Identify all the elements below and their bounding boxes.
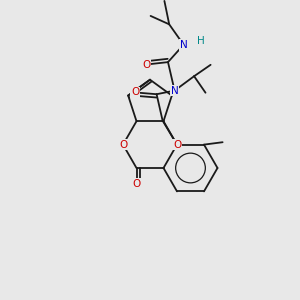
Text: O: O xyxy=(119,140,127,150)
Text: H: H xyxy=(197,35,205,46)
Text: O: O xyxy=(132,178,141,189)
Text: N: N xyxy=(171,85,178,96)
Text: O: O xyxy=(173,140,181,150)
Text: O: O xyxy=(142,59,151,70)
Text: N: N xyxy=(180,40,188,50)
Text: O: O xyxy=(131,87,139,98)
